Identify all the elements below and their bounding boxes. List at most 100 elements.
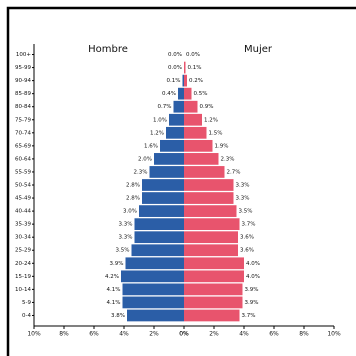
bar <box>184 87 192 100</box>
y-tick-label: 20-24 <box>15 261 31 267</box>
y-tick-label: 75-79 <box>15 117 31 123</box>
y-tick-label: 85-89 <box>15 91 31 97</box>
value-label: 2.8% <box>126 196 140 202</box>
series-title: Mujer <box>244 44 273 55</box>
value-label: 3.3% <box>236 183 250 189</box>
value-label: 3.7% <box>242 222 256 228</box>
x-tick-label: 10% <box>27 331 41 338</box>
x-tick-label: 2% <box>149 331 159 338</box>
y-tick-label: 0-4 <box>22 313 31 319</box>
bar <box>184 296 243 309</box>
value-label: 2.7% <box>227 169 241 175</box>
y-tick-label: 15-19 <box>15 274 31 280</box>
x-tick-label: 8% <box>59 331 69 338</box>
y-tick-label: 30-34 <box>15 235 31 241</box>
value-label: 2.3% <box>221 156 235 162</box>
bar <box>184 218 240 231</box>
series-title: Hombre <box>88 44 128 55</box>
x-tick-label: 10% <box>327 331 341 338</box>
value-label: 3.9% <box>245 300 259 306</box>
bar <box>122 283 184 296</box>
value-label: 0.0% <box>186 52 200 58</box>
value-label: 0.0% <box>168 52 182 58</box>
bar <box>184 113 202 126</box>
bar <box>184 270 244 283</box>
y-tick-label: 95-99 <box>15 65 31 71</box>
value-label: 4.1% <box>107 287 121 293</box>
bar <box>184 257 244 270</box>
value-label: 2.3% <box>134 169 148 175</box>
x-tick-label: 0% <box>179 331 189 338</box>
y-tick-label: 80-84 <box>15 104 31 110</box>
bar <box>184 192 234 204</box>
bar <box>184 74 187 87</box>
value-label: 0.7% <box>158 104 172 110</box>
bar <box>184 309 240 322</box>
bar <box>149 166 184 178</box>
x-tick-label: 8% <box>299 331 309 338</box>
value-label: 1.2% <box>150 130 164 136</box>
value-label: 3.3% <box>236 196 250 202</box>
bar <box>184 205 237 217</box>
x-tick-label: 4% <box>119 331 129 338</box>
bar <box>131 244 184 257</box>
y-tick-label: 5-9 <box>22 300 31 306</box>
x-tick-label: 4% <box>239 331 249 338</box>
x-tick-label: 0% <box>179 331 189 338</box>
y-tick-label: 40-44 <box>15 209 31 215</box>
value-label: 0.0% <box>168 65 182 71</box>
y-tick-label: 50-54 <box>15 183 31 189</box>
y-tick-label: 90-94 <box>15 78 31 84</box>
x-tick-label: 6% <box>269 331 279 338</box>
bar <box>182 74 184 87</box>
value-label: 3.9% <box>110 261 124 267</box>
bar <box>160 139 184 152</box>
value-label: 4.0% <box>246 261 260 267</box>
value-label: 0.5% <box>194 91 208 97</box>
bar <box>184 166 225 178</box>
value-label: 3.8% <box>111 313 125 319</box>
bar <box>122 296 184 309</box>
value-label: 3.3% <box>119 222 133 228</box>
bar <box>142 179 184 191</box>
value-label: 3.6% <box>240 248 254 254</box>
value-label: 4.1% <box>107 300 121 306</box>
bar <box>142 192 184 204</box>
bar <box>121 270 184 283</box>
x-tick-label: 2% <box>209 331 219 338</box>
y-tick-label: 65-69 <box>15 143 31 149</box>
bar <box>134 218 184 231</box>
value-label: 3.5% <box>239 209 253 215</box>
bar <box>127 309 184 322</box>
value-label: 3.5% <box>116 248 130 254</box>
bar <box>184 231 238 244</box>
y-tick-label: 35-39 <box>15 222 31 228</box>
frame <box>6 6 356 356</box>
bar <box>173 100 184 113</box>
bar <box>134 231 184 244</box>
value-label: 1.9% <box>215 143 229 149</box>
value-label: 1.5% <box>209 130 223 136</box>
bar <box>154 153 184 165</box>
value-label: 4.2% <box>105 274 119 280</box>
bar <box>125 257 184 270</box>
y-tick-label: 60-64 <box>15 156 31 162</box>
value-label: 4.0% <box>246 274 260 280</box>
y-tick-label: 45-49 <box>15 196 31 202</box>
bar <box>184 179 234 191</box>
x-tick-label: 6% <box>89 331 99 338</box>
bar <box>184 100 198 113</box>
bar <box>169 113 184 126</box>
bar <box>184 61 186 74</box>
value-label: 2.8% <box>126 183 140 189</box>
y-tick-label: 70-74 <box>15 130 31 136</box>
value-label: 1.0% <box>153 117 167 123</box>
bar <box>139 205 184 217</box>
value-label: 3.9% <box>245 287 259 293</box>
y-tick-label: 10-14 <box>15 287 31 293</box>
bar <box>178 87 184 100</box>
value-label: 1.2% <box>204 117 218 123</box>
bar <box>184 139 213 152</box>
value-label: 3.0% <box>123 209 137 215</box>
y-tick-label: 25-29 <box>15 248 31 254</box>
